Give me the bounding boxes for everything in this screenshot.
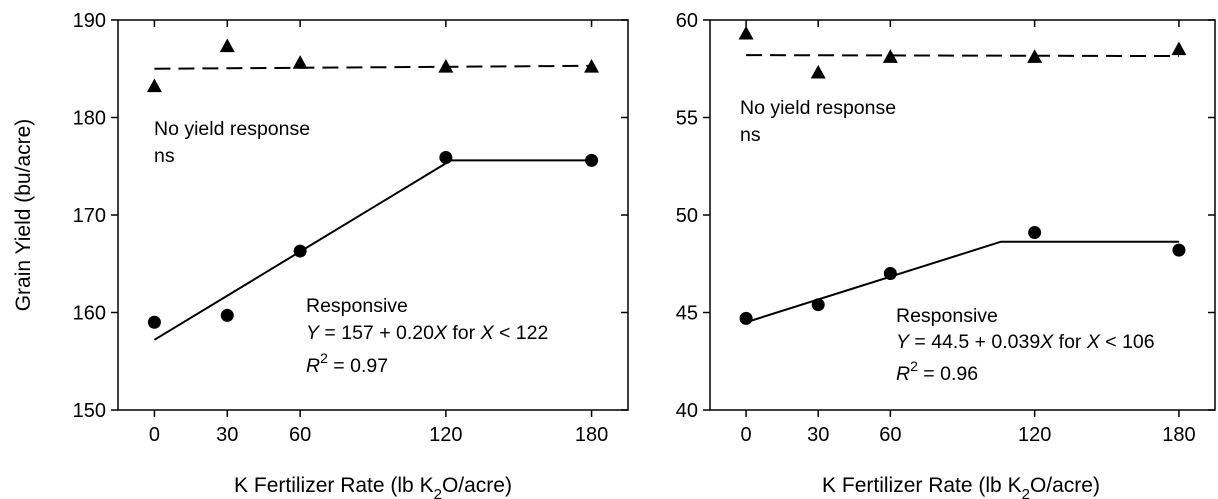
triangle-point-right	[882, 49, 898, 63]
x-tick-label-right: 0	[741, 424, 752, 446]
y-tick-label-right: 45	[676, 303, 698, 325]
triangle-point-right	[1171, 41, 1187, 56]
y-tick-label-left: 180	[73, 108, 106, 130]
x-tick-label-left: 30	[216, 424, 238, 446]
x-axis-title-left: K Fertilizer Rate (lb K2O/acre)	[234, 474, 512, 499]
triangle-point-right	[1027, 49, 1043, 63]
y-tick-label-left: 170	[73, 205, 106, 227]
circle-point-right	[883, 267, 897, 280]
regression-equation-left: Y = 157 + 0.20X for X < 122	[306, 322, 548, 344]
r-squared-right: R2 = 0.96	[896, 358, 978, 385]
y-tick-label-left: 150	[73, 400, 106, 422]
y-tick-label-right: 60	[676, 10, 698, 32]
y-axis-title-left: Grain Yield (bu/acre)	[12, 119, 35, 312]
y-tick-label-right: 40	[676, 400, 698, 422]
plot-frame-left	[117, 19, 629, 411]
x-tick-label-left: 0	[149, 424, 160, 446]
annotation-ns-right: ns	[740, 124, 761, 146]
triangle-point-left	[584, 59, 600, 73]
annotation-no-response-right: No yield response	[740, 97, 896, 119]
no-response-fit-line-right	[746, 54, 1179, 58]
circle-point-left	[439, 150, 453, 164]
circle-point-right	[1028, 226, 1042, 240]
circle-point-right	[739, 311, 753, 325]
axis-ticks-left: 0 30 60 120 180 150 160 170 180 190	[73, 10, 628, 446]
triangle-point-left	[219, 38, 235, 53]
annotation-responsive-right: Responsive	[896, 305, 998, 327]
x-tick-label-right: 180	[1162, 424, 1195, 446]
annotation-ns-left: ns	[154, 145, 175, 167]
y-tick-label-right: 50	[676, 205, 698, 227]
chart-left: 0 30 60 120 180 150 160 170 180 190 Grain Yield (…	[12, 10, 629, 499]
triangle-point-left	[438, 59, 454, 73]
circle-point-left	[220, 308, 234, 322]
x-tick-label-right: 60	[879, 424, 901, 446]
x-tick-label-left: 120	[429, 424, 462, 446]
circle-point-left	[585, 153, 599, 167]
x-tick-label-right: 30	[807, 424, 829, 446]
regression-equation-right: Y = 44.5 + 0.039X for X < 106	[896, 331, 1155, 353]
y-tick-label-right: 55	[676, 108, 698, 130]
responsive-fit-line-right	[745, 240, 1179, 324]
y-tick-label-left: 160	[73, 303, 106, 325]
x-tick-label-left: 180	[575, 424, 608, 446]
triangle-point-left	[292, 55, 308, 69]
annotation-no-response-left: No yield response	[154, 118, 310, 140]
fit-lines-right	[745, 54, 1179, 324]
axis-ticks-right: 0 30 60 120 180 40 45 50 55 60	[676, 10, 1215, 446]
data-marks-left	[146, 38, 600, 329]
x-tick-label-right: 120	[1018, 424, 1051, 446]
triangle-point-right	[738, 25, 754, 40]
no-response-fit-line-left	[154, 64, 592, 70]
circle-point-left	[293, 244, 307, 258]
r-squared-left: R2 = 0.97	[306, 350, 388, 377]
x-axis-title-right: K Fertilizer Rate (lb K2O/acre)	[822, 474, 1100, 499]
annotation-responsive-left: Responsive	[306, 295, 408, 317]
chart-right: 0 30 60 120 180 40 45 50 55 60 K Fertilizer Rate …	[676, 10, 1216, 499]
x-tick-label-left: 60	[289, 424, 311, 446]
triangle-point-left	[146, 78, 162, 93]
data-marks-right	[738, 25, 1187, 325]
y-tick-label-left: 190	[73, 10, 106, 32]
circle-point-left	[147, 315, 161, 329]
circle-point-right	[1172, 243, 1186, 257]
circle-point-right	[811, 298, 825, 312]
triangle-point-right	[810, 64, 826, 79]
